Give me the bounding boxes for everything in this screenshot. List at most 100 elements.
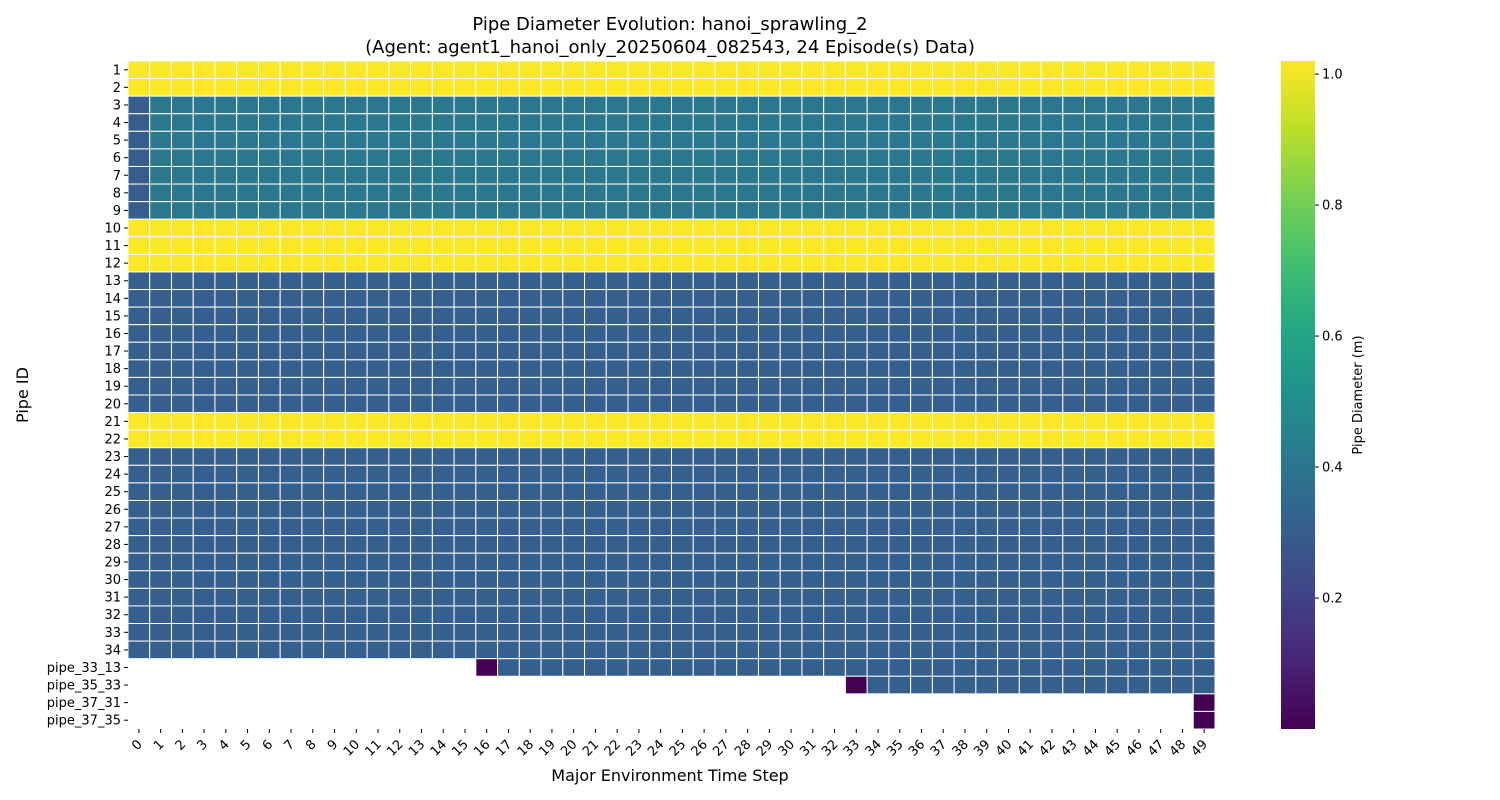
heatmap-cell <box>801 236 825 255</box>
heatmap-cell <box>1192 517 1216 537</box>
heatmap-cell <box>388 376 412 396</box>
y-tick-label: 24 <box>104 468 121 483</box>
heatmap-cell <box>562 201 586 220</box>
heatmap-cell <box>1105 341 1129 361</box>
heatmap-cell <box>844 324 868 343</box>
heatmap-cell <box>584 341 607 361</box>
heatmap-cell <box>844 535 868 554</box>
heatmap-cell <box>1040 376 1064 396</box>
heatmap-cell <box>910 482 933 501</box>
heatmap-cell <box>127 78 151 97</box>
heatmap-cell <box>910 517 933 537</box>
heatmap-cell <box>323 306 346 326</box>
heatmap-cell <box>1084 341 1107 361</box>
heatmap-cell <box>605 587 629 607</box>
heatmap-cell <box>844 218 868 238</box>
heatmap-cell <box>627 271 651 291</box>
heatmap-cell <box>975 394 999 414</box>
heatmap-cell <box>627 587 651 607</box>
heatmap-cell <box>671 60 694 80</box>
heatmap-cell <box>1127 60 1151 80</box>
heatmap-cell <box>1040 482 1064 501</box>
heatmap-cell <box>214 535 238 554</box>
heatmap-cell <box>1018 605 1042 625</box>
heatmap-cell <box>649 552 673 572</box>
y-tick-label: 28 <box>104 538 121 553</box>
heatmap-cell <box>844 78 868 97</box>
heatmap-cell <box>953 183 977 203</box>
heatmap-cell <box>888 324 912 343</box>
heatmap-cell <box>801 78 825 97</box>
heatmap-cell <box>410 236 433 255</box>
heatmap-cell <box>866 517 890 537</box>
heatmap-cell <box>692 253 716 273</box>
heatmap-cell <box>888 535 912 554</box>
heatmap-cell <box>1040 183 1064 203</box>
heatmap-cell <box>257 552 281 572</box>
heatmap-cell <box>1192 236 1216 255</box>
heatmap-cell <box>1040 341 1064 361</box>
heatmap-cell <box>953 359 977 378</box>
heatmap-cell <box>236 517 259 537</box>
heatmap-cell <box>910 447 933 466</box>
heatmap-cell <box>214 482 238 501</box>
heatmap-cell <box>1084 623 1107 642</box>
heatmap-cell <box>453 201 477 220</box>
heatmap-cell <box>1149 658 1173 677</box>
heatmap-cell <box>410 113 433 132</box>
heatmap-cell <box>1040 95 1064 115</box>
heatmap-cell <box>736 289 759 308</box>
heatmap-cell <box>910 218 933 238</box>
heatmap-cell <box>584 183 607 203</box>
heatmap-cell <box>497 499 520 519</box>
heatmap-cell <box>584 499 607 519</box>
heatmap-cell <box>584 464 607 484</box>
heatmap-cell <box>975 605 999 625</box>
heatmap-cell <box>1149 640 1173 660</box>
heatmap-cell <box>388 60 412 80</box>
heatmap-cell <box>910 271 933 291</box>
heatmap-cell <box>410 535 433 554</box>
heatmap-cell <box>953 429 977 449</box>
heatmap-cell <box>736 165 759 185</box>
heatmap-cell <box>279 447 303 466</box>
heatmap-cell <box>866 605 890 625</box>
heatmap-cell <box>1171 289 1194 308</box>
heatmap-cell <box>605 165 629 185</box>
y-tick-label: 31 <box>104 591 121 606</box>
heatmap-cell <box>584 640 607 660</box>
heatmap-cell <box>584 376 607 396</box>
x-tick-label: 38 <box>950 737 972 759</box>
heatmap-cell <box>953 289 977 308</box>
heatmap-cell <box>214 605 238 625</box>
heatmap-cell <box>170 165 194 185</box>
heatmap-cell <box>1127 359 1151 378</box>
heatmap-cell <box>888 499 912 519</box>
heatmap-cell <box>736 429 759 449</box>
heatmap-cell <box>627 552 651 572</box>
heatmap-cell <box>627 130 651 150</box>
heatmap-cell <box>714 412 738 431</box>
heatmap-cell <box>823 289 846 308</box>
heatmap-cell <box>997 165 1020 185</box>
y-tick-label: 18 <box>104 362 121 377</box>
heatmap-cell <box>214 623 238 642</box>
heatmap-cell <box>453 271 477 291</box>
heatmap-cell <box>757 394 781 414</box>
heatmap-cell <box>931 183 955 203</box>
heatmap-cell <box>431 113 455 132</box>
heatmap-cell <box>975 675 999 695</box>
heatmap-cell <box>149 218 172 238</box>
heatmap-cell <box>714 640 738 660</box>
heatmap-cell <box>1062 183 1086 203</box>
heatmap-cell <box>1040 113 1064 132</box>
x-tick-label: 17 <box>493 737 515 759</box>
heatmap-cell <box>1018 95 1042 115</box>
heatmap-cell <box>475 376 499 396</box>
heatmap-cell <box>344 60 368 80</box>
heatmap-cell <box>605 289 629 308</box>
y-axis-ticks: 1234567891011121314151617181920212223242… <box>47 63 128 729</box>
heatmap-cell <box>1018 552 1042 572</box>
heatmap-cell <box>736 376 759 396</box>
heatmap-cell <box>518 306 542 326</box>
